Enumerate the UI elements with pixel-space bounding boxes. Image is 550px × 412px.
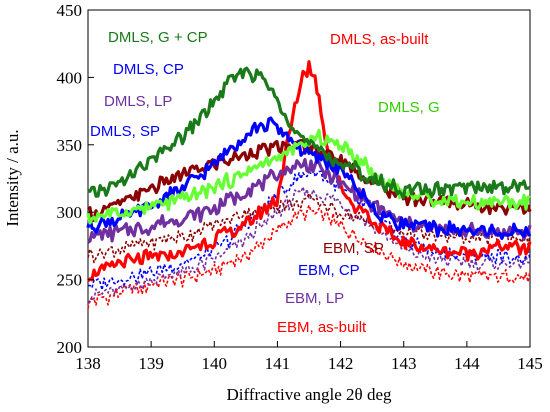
x-tick-label: 138 (75, 354, 101, 373)
x-tick-label: 141 (265, 354, 291, 373)
x-tick-label: 143 (391, 354, 417, 373)
series-label-ebm-cp: EBM, CP (298, 262, 360, 279)
series-line-dmls-g-cp (87, 66, 531, 200)
y-axis-title: Intensity / a.u. (3, 129, 22, 226)
series-label-dmls-g: DMLS, G (378, 99, 440, 116)
series-label-layer: DMLS, G + CP DMLS, as-built DMLS, CP DMLS, … (90, 29, 440, 336)
series-label-dmls-cp: DMLS, CP (113, 61, 184, 78)
series-label-dmls-as-built: DMLS, as-built (330, 31, 429, 48)
series-line-ebm-as-built (87, 204, 531, 309)
series-line-ebm-sp (87, 192, 531, 264)
x-tick-label: 142 (328, 354, 354, 373)
series-label-ebm-lp: EBM, LP (285, 290, 344, 307)
series-label-dmls-lp: DMLS, LP (104, 93, 172, 110)
plot-frame (87, 9, 531, 348)
x-axis-title: Diffractive angle 2θ deg (226, 385, 392, 404)
y-tick-label: 350 (57, 136, 83, 155)
series-label-dmls-g-cp: DMLS, G + CP (108, 29, 208, 46)
series-layer (86, 60, 532, 309)
x-tick-label: 145 (517, 354, 543, 373)
y-tick-label: 250 (57, 271, 83, 290)
series-label-dmls-sp: DMLS, SP (90, 123, 160, 140)
x-tick-label: 139 (138, 354, 164, 373)
x-tick-layer: 138 139 140 141 142 143 144 145 (75, 341, 543, 373)
series-label-ebm-as-built: EBM, as-built (277, 319, 367, 336)
series-label-ebm-sp: EBM, SP (323, 240, 384, 257)
x-tick-label: 140 (202, 354, 228, 373)
y-tick-label: 450 (57, 1, 83, 20)
y-tick-label: 300 (57, 203, 83, 222)
y-tick-label: 200 (57, 338, 83, 357)
y-tick-layer: 200 250 300 350 400 450 (57, 1, 94, 357)
y-tick-label: 400 (57, 68, 83, 87)
series-line-dmls-as-built (86, 60, 532, 282)
x-tick-label: 144 (454, 354, 480, 373)
